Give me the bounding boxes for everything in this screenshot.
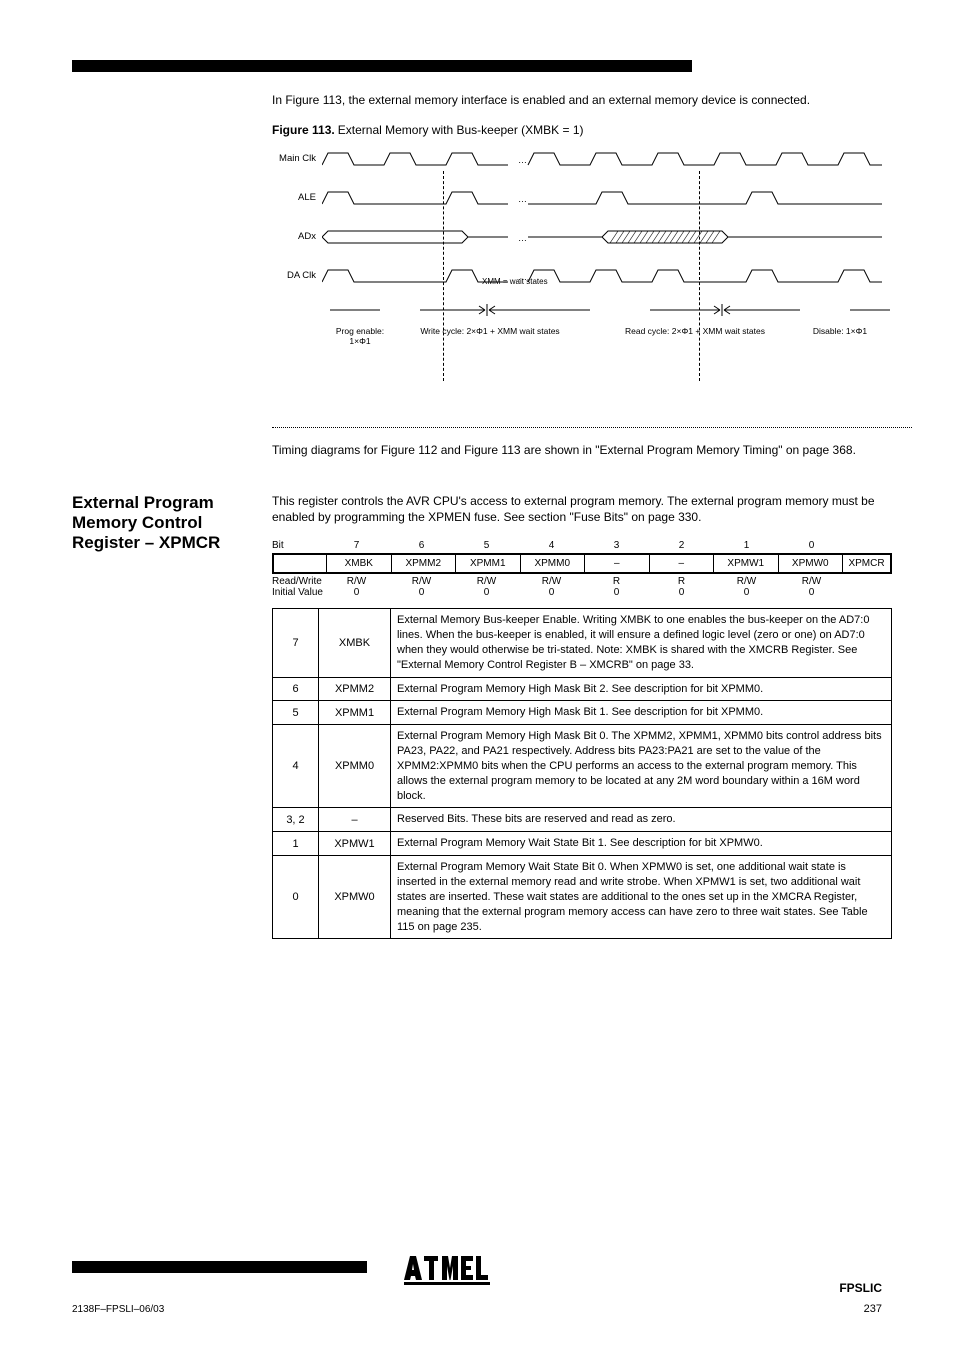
rw-0: R/W: [779, 576, 844, 587]
desc-cell: External Memory Bus-keeper Enable. Writi…: [391, 609, 892, 677]
name-cell: XPMW1: [319, 832, 391, 856]
phase-2: Read cycle: 2×Φ1 + XMM wait states: [590, 326, 800, 346]
bit-cell: 4: [273, 725, 319, 808]
init-5: 0: [454, 587, 519, 598]
phase-1: Write cycle: 2×Φ1 + XMM wait states: [390, 326, 590, 346]
rw-6: R/W: [389, 576, 454, 587]
bitnum-7: 7: [324, 540, 389, 551]
bitname-6: XPMM2: [391, 555, 456, 572]
figure-caption: External Memory with Bus-keeper (XMBK = …: [338, 123, 584, 137]
svg-text:…: …: [518, 233, 527, 243]
bitrow-label-bit: Bit: [272, 540, 324, 551]
bit-cell: 7: [273, 609, 319, 677]
section-title: External Program Memory Control Register…: [72, 493, 252, 553]
name-cell: XPMW0: [319, 856, 391, 939]
timing-diagram: Main Clk … ALE …: [272, 147, 882, 407]
bit-cell: 3, 2: [273, 808, 319, 832]
bitname-3: –: [584, 555, 649, 572]
svg-text:…: …: [518, 155, 527, 165]
signal-label-adx: ADx: [272, 232, 322, 242]
register-table: 7XMBKExternal Memory Bus-keeper Enable. …: [272, 608, 892, 939]
rw-4: R/W: [519, 576, 584, 587]
init-2: 0: [649, 587, 714, 598]
signal-label-mainclk: Main Clk: [272, 154, 322, 164]
desc-cell: Reserved Bits. These bits are reserved a…: [391, 808, 892, 832]
bitnum-3: 3: [584, 540, 649, 551]
bitrow-label-rw: Read/Write: [272, 576, 324, 587]
figure-label: Figure 113.: [272, 123, 335, 137]
table-row: 5XPMM1External Program Memory High Mask …: [273, 701, 892, 725]
bitnum-6: 6: [389, 540, 454, 551]
init-7: 0: [324, 587, 389, 598]
timing-vdash-2: [699, 171, 700, 381]
table-row: 0XPMW0External Program Memory Wait State…: [273, 856, 892, 939]
body-text-1: Timing diagrams for Figure 112 and Figur…: [272, 442, 882, 459]
table-row: 6XPMM2External Program Memory High Mask …: [273, 677, 892, 701]
bit-cell: 5: [273, 701, 319, 725]
bitnum-2: 2: [649, 540, 714, 551]
rw-7: R/W: [324, 576, 389, 587]
name-cell: –: [319, 808, 391, 832]
figure-intro: In Figure 113, the external memory inter…: [272, 92, 882, 109]
signal-label-daclk: DA Clk: [272, 271, 322, 281]
bitnum-4: 4: [519, 540, 584, 551]
footer-product: FPSLIC: [839, 1281, 882, 1295]
name-cell: XPMM0: [319, 725, 391, 808]
phase-0: Prog enable: 1×Φ1: [330, 326, 390, 346]
signal-wave-adx: …: [322, 225, 882, 250]
wait-label: XMM = wait states: [482, 277, 548, 286]
init-6: 0: [389, 587, 454, 598]
signal-wave-daclk: …: [322, 264, 882, 289]
bit-cell: 0: [273, 856, 319, 939]
signal-wave-mainclk: …: [322, 147, 882, 172]
divider-dotted: [272, 427, 912, 428]
init-1: 0: [714, 587, 779, 598]
desc-cell: External Program Memory Wait State Bit 0…: [391, 856, 892, 939]
desc-cell: External Program Memory High Mask Bit 0.…: [391, 725, 892, 808]
phase-arrows: [330, 303, 890, 317]
bitname-4: XPMM0: [520, 555, 585, 572]
svg-text:…: …: [518, 194, 527, 204]
rw-1: R/W: [714, 576, 779, 587]
bitrow-label-init: Initial Value: [272, 587, 324, 598]
bitname-1: XPMW1: [713, 555, 778, 572]
phase-3: Disable: 1×Φ1: [800, 326, 880, 346]
body-text-2: This register controls the AVR CPU's acc…: [272, 493, 882, 527]
table-row: 1XPMW1External Program Memory Wait State…: [273, 832, 892, 856]
register-name: XPMCR: [842, 555, 890, 572]
name-cell: XMBK: [319, 609, 391, 677]
header-rule: [72, 60, 692, 72]
signal-label-ale: ALE: [272, 193, 322, 203]
bit-cell: 6: [273, 677, 319, 701]
desc-cell: External Program Memory High Mask Bit 2.…: [391, 677, 892, 701]
bit-cell: 1: [273, 832, 319, 856]
bitnum-5: 5: [454, 540, 519, 551]
bitname-7: XMBK: [326, 555, 391, 572]
init-4: 0: [519, 587, 584, 598]
desc-cell: External Program Memory High Mask Bit 1.…: [391, 701, 892, 725]
init-0: 0: [779, 587, 844, 598]
table-row: 3, 2–Reserved Bits. These bits are reser…: [273, 808, 892, 832]
table-row: 4XPMM0External Program Memory High Mask …: [273, 725, 892, 808]
bitname-5: XPMM1: [455, 555, 520, 572]
footer-rule: [72, 1261, 367, 1273]
signal-wave-ale: …: [322, 186, 882, 211]
rw-3: R: [584, 576, 649, 587]
bitnum-0: 0: [779, 540, 844, 551]
desc-cell: External Program Memory Wait State Bit 1…: [391, 832, 892, 856]
atmel-logo-icon: [404, 1256, 490, 1289]
bitnum-1: 1: [714, 540, 779, 551]
name-cell: XPMM1: [319, 701, 391, 725]
name-cell: XPMM2: [319, 677, 391, 701]
timing-vdash-1: [443, 171, 444, 381]
page-number: 237: [864, 1303, 882, 1315]
table-row: 7XMBKExternal Memory Bus-keeper Enable. …: [273, 609, 892, 677]
bitname-2: –: [649, 555, 714, 572]
bitname-0: XPMW0: [778, 555, 843, 572]
doc-code: 2138F–FPSLI–06/03: [72, 1304, 164, 1315]
init-3: 0: [584, 587, 649, 598]
rw-5: R/W: [454, 576, 519, 587]
rw-2: R: [649, 576, 714, 587]
